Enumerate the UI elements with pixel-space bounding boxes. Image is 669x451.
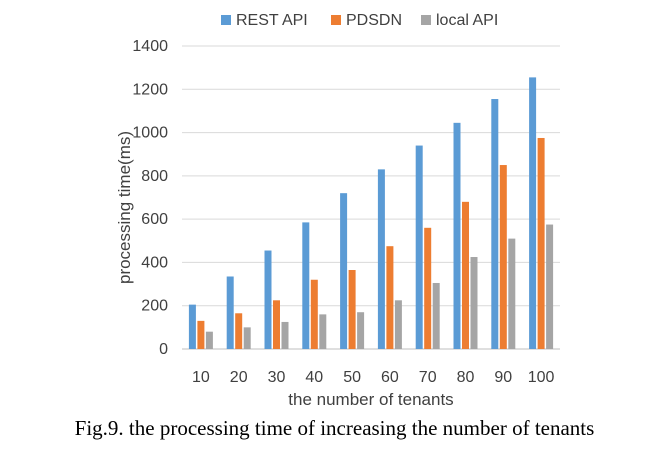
bar-local-api — [319, 314, 327, 349]
bar-rest-api — [302, 222, 310, 349]
bar-pdsdn — [197, 320, 205, 349]
bar-rest-api — [188, 304, 196, 349]
bar-rest-api — [529, 77, 537, 349]
bar-rest-api — [415, 145, 423, 349]
x-tick-label: 80 — [457, 369, 475, 386]
legend-label: PDSDN — [346, 12, 402, 29]
x-tick-label: 10 — [192, 369, 210, 386]
x-tick-label: 50 — [343, 369, 361, 386]
bar-rest-api — [491, 99, 499, 350]
y-tick-label: 1000 — [132, 125, 168, 142]
x-tick-label: 30 — [268, 369, 286, 386]
bar-rest-api — [264, 250, 272, 349]
bar-chart-svg: 0 200 400 600 800 1000 1200 1400 10 20 30 40 50 60 70… — [115, 12, 560, 409]
legend-swatch — [421, 15, 431, 25]
x-tick-label: 20 — [230, 369, 248, 386]
y-tick-label: 0 — [159, 341, 168, 358]
x-axis-tick-labels: 10 20 30 40 50 60 70 80 90 100 — [192, 369, 555, 386]
bar-rest-api — [340, 193, 348, 349]
figure-caption: Fig.9. the processing time of increasing… — [74, 416, 595, 440]
bar-pdsdn — [348, 270, 356, 349]
legend: REST API PDSDN local API — [221, 12, 498, 29]
bar-local-api — [394, 300, 402, 349]
y-tick-label: 800 — [141, 168, 168, 185]
y-tick-label: 1400 — [132, 38, 168, 55]
bar-pdsdn — [462, 201, 469, 349]
gridlines — [182, 45, 560, 350]
bars — [188, 77, 554, 350]
bar-local-api — [281, 321, 289, 349]
y-tick-label: 600 — [141, 211, 168, 228]
legend-label: local API — [436, 12, 498, 29]
chart: 0 200 400 600 800 1000 1200 1400 10 20 30 40 50 60 70… — [100, 0, 669, 412]
bar-pdsdn — [310, 279, 318, 349]
x-tick-label: 90 — [494, 369, 512, 386]
legend-swatch — [331, 15, 341, 25]
bar-local-api — [357, 312, 365, 349]
bar-rest-api — [226, 276, 234, 349]
y-tick-label: 200 — [141, 298, 168, 315]
legend-label: REST API — [236, 12, 308, 29]
bar-local-api — [432, 282, 440, 349]
bar-local-api — [243, 327, 251, 349]
y-axis-title: processing time(ms) — [115, 131, 134, 284]
bar-pdsdn — [273, 300, 280, 349]
bar-pdsdn — [424, 227, 432, 349]
bar-local-api — [546, 224, 554, 349]
bar-local-api — [470, 257, 478, 349]
x-axis-title: the number of tenants — [288, 390, 453, 409]
x-tick-label: 40 — [305, 369, 323, 386]
legend-swatch — [221, 15, 231, 25]
bar-pdsdn — [537, 137, 545, 349]
y-tick-label: 1200 — [132, 81, 168, 98]
x-tick-label: 70 — [419, 369, 437, 386]
bar-pdsdn — [499, 165, 507, 349]
bar-pdsdn — [235, 313, 243, 349]
bar-rest-api — [377, 169, 385, 349]
bar-local-api — [205, 331, 213, 349]
y-axis-tick-labels: 0 200 400 600 800 1000 1200 1400 — [132, 38, 168, 358]
x-tick-label: 100 — [528, 369, 555, 386]
x-tick-label: 60 — [381, 369, 399, 386]
bar-pdsdn — [386, 246, 394, 349]
bar-rest-api — [453, 122, 461, 349]
bar-local-api — [508, 238, 516, 349]
y-tick-label: 400 — [141, 254, 168, 271]
